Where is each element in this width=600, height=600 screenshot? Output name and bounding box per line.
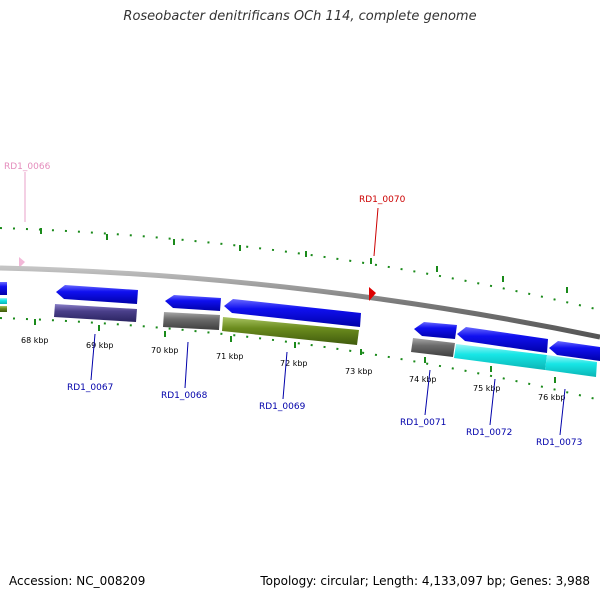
- gene-arrow-rd1-0069: [224, 299, 361, 327]
- bar-grey-2: [411, 338, 455, 357]
- tick-label-73: 73 kbp: [345, 367, 373, 376]
- genome-backbone: [0, 265, 600, 340]
- tick-label-74: 74 kbp: [409, 375, 437, 384]
- tick-label-76: 76 kbp: [538, 393, 566, 402]
- tick-label-70: 70 kbp: [151, 346, 179, 355]
- gene-label-rd1-0066: RD1_0066: [4, 162, 51, 172]
- gene-arrow-rd1-0072: [457, 327, 548, 353]
- tick-label-72: 72 kbp: [280, 359, 308, 368]
- bar-cyan-1: [454, 344, 547, 370]
- tick-label-75: 75 kbp: [473, 384, 501, 393]
- gene-label-rd1-0071: RD1_0071: [400, 418, 446, 428]
- bar-grey-1: [163, 312, 220, 330]
- gene-label-rd1-0072: RD1_0072: [466, 428, 512, 438]
- lower-major-ticks: [34, 319, 556, 383]
- gene-arrows: [56, 285, 600, 361]
- bar-purple: [54, 304, 137, 322]
- lower-dotted-scale: [0, 317, 600, 401]
- gene-arrow-rd1-0067: [56, 285, 138, 304]
- gene-label-rd1-0070: RD1_0070: [359, 195, 406, 205]
- edge-blue-stub: [0, 282, 7, 295]
- gene-label-rd1-0069: RD1_0069: [259, 402, 306, 412]
- tick-label-69: 69 kbp: [86, 341, 114, 350]
- genome-summary-text: Topology: circular; Length: 4,133,097 bp…: [260, 574, 590, 588]
- map-title: Roseobacter denitrificans OCh 114, compl…: [123, 9, 477, 24]
- tick-label-71: 71 kbp: [216, 352, 244, 361]
- red-feature-marker: [369, 287, 376, 301]
- bar-olive: [222, 317, 359, 345]
- gene-label-rd1-0068: RD1_0068: [161, 391, 208, 401]
- category-bars: [54, 304, 597, 377]
- bar-cyan-2: [545, 355, 597, 377]
- edge-olive-stub: [0, 306, 7, 312]
- pink-feature-marker: [19, 257, 25, 268]
- edge-cyan-stub: [0, 298, 7, 304]
- gene-arrow-rd1-0073: [549, 341, 600, 361]
- kbp-tick-labels: 68 kbp 69 kbp 70 kbp 71 kbp 72 kbp 73 kb…: [21, 336, 566, 402]
- gene-labels: RD1_0066 RD1_0070 RD1_0067 RD1_0068 RD1_…: [4, 162, 582, 448]
- gene-leader-lines: [90, 333, 566, 436]
- upper-major-ticks: [40, 228, 568, 293]
- gene-arrow-rd1-0068: [165, 295, 221, 311]
- gene-label-rd1-0067: RD1_0067: [67, 383, 113, 393]
- tick-label-68: 68 kbp: [21, 336, 49, 345]
- gene-arrow-rd1-0071: [414, 322, 457, 339]
- rd1-0070-leader: [373, 207, 379, 257]
- gene-label-rd1-0073: RD1_0073: [536, 438, 582, 448]
- accession-text: Accession: NC_008209: [9, 574, 146, 588]
- upper-dotted-scale: [0, 227, 600, 311]
